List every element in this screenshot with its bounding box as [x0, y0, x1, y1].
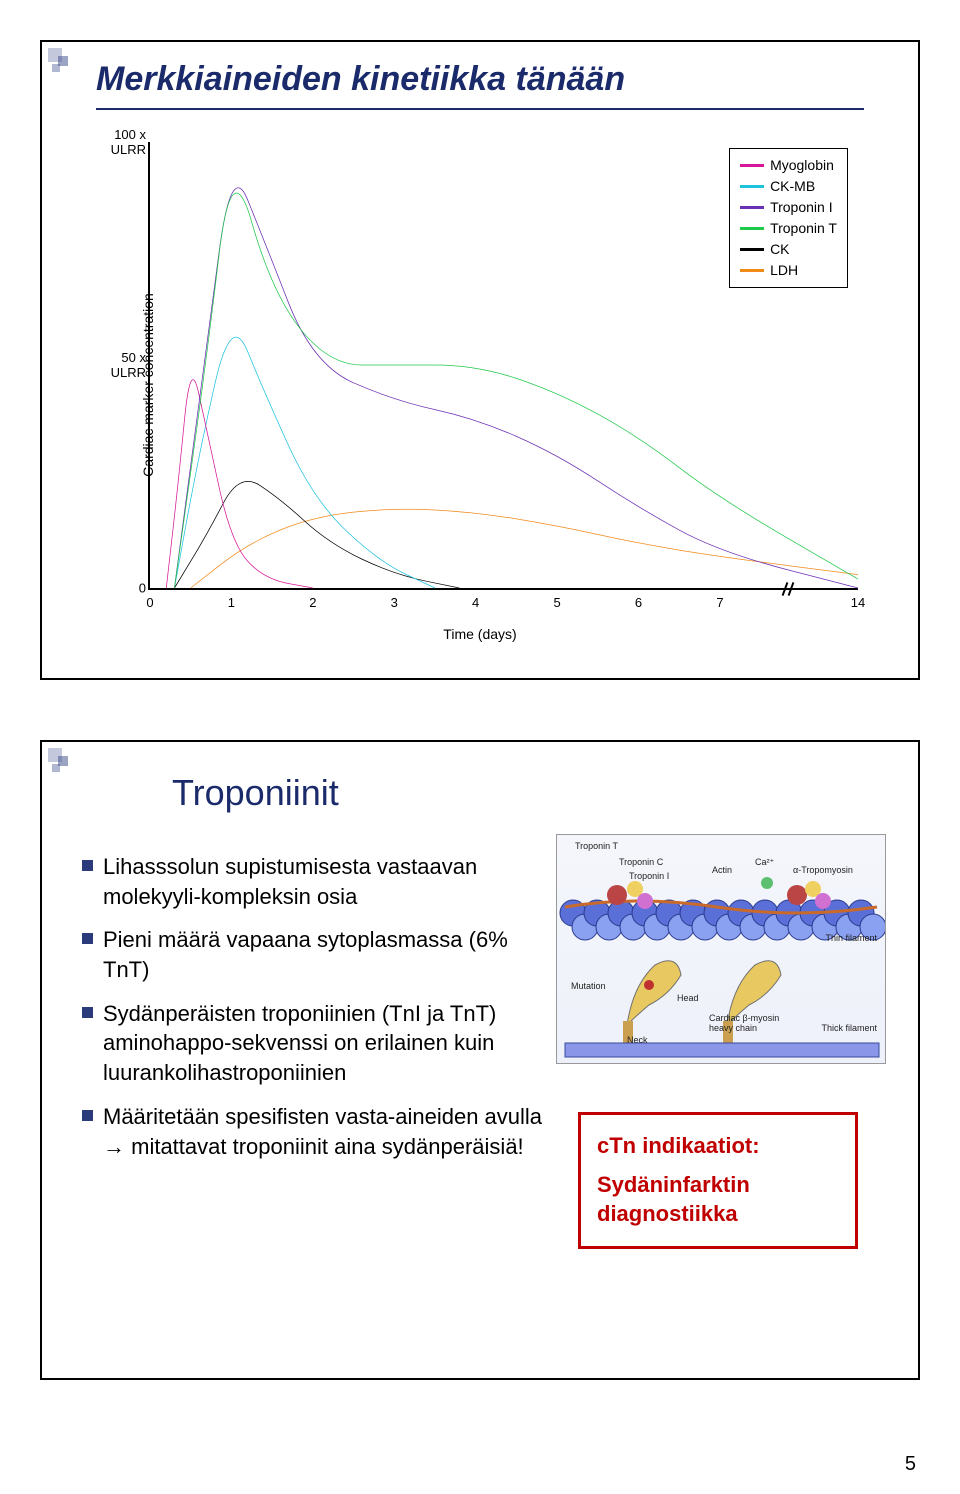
- series-ck: [174, 481, 459, 588]
- legend-label: Troponin T: [770, 218, 837, 239]
- troponin-i: [637, 893, 653, 909]
- bullet-list: Lihasssolun supistumisesta vastaavan mol…: [82, 852, 552, 1175]
- indication-callout: cTn indikaatiot: Sydäninfarktin diagnost…: [578, 1112, 858, 1249]
- bullet-item: Pieni määrä vapaana sytoplasmassa (6% Tn…: [82, 925, 552, 984]
- label-mutation: Mutation: [571, 981, 606, 991]
- legend-item: Myoglobin: [740, 155, 837, 176]
- troponin-diagram: Troponin T Troponin C Troponin I Actin C…: [556, 834, 886, 1064]
- legend-swatch: [740, 185, 764, 188]
- x-tick: 7: [716, 595, 723, 610]
- legend: MyoglobinCK-MBTroponin ITroponin TCKLDH: [729, 148, 848, 288]
- thick-filament: [565, 1043, 879, 1057]
- x-axis-label: Time (days): [443, 626, 516, 642]
- legend-label: LDH: [770, 260, 798, 281]
- axis-break: [782, 582, 796, 594]
- myosin-head: [627, 961, 681, 1025]
- x-tick: 5: [553, 595, 560, 610]
- kinetics-chart: Cardiac marker concentration MyoglobinCK…: [92, 132, 868, 638]
- bullet-marker: [82, 860, 93, 871]
- x-tick: 4: [472, 595, 479, 610]
- bullet-text: Sydänperäisten troponiinien (TnI ja TnT)…: [103, 999, 552, 1088]
- callout-line2: Sydäninfarktin diagnostiikka: [597, 1171, 839, 1228]
- bullet-marker: [82, 1007, 93, 1018]
- callout-line1: cTn indikaatiot:: [597, 1133, 839, 1159]
- label-thick: Thick filament: [821, 1023, 877, 1033]
- x-tick: 14: [851, 595, 865, 610]
- plot-area: MyoglobinCK-MBTroponin ITroponin TCKLDH …: [148, 142, 858, 590]
- title-rule: [96, 108, 864, 110]
- bullet-marker: [82, 933, 93, 944]
- label-tni: Troponin I: [629, 871, 669, 881]
- legend-label: Myoglobin: [770, 155, 834, 176]
- bullet-text: Pieni määrä vapaana sytoplasmassa (6% Tn…: [103, 925, 552, 984]
- legend-swatch: [740, 164, 764, 167]
- legend-item: LDH: [740, 260, 837, 281]
- calcium: [761, 877, 773, 889]
- legend-item: Troponin I: [740, 197, 837, 218]
- y-tick: 0: [98, 581, 146, 596]
- label-thin: Thin filament: [825, 933, 877, 943]
- legend-label: CK: [770, 239, 789, 260]
- troponin-t: [607, 885, 627, 905]
- label-tnt: Troponin T: [575, 841, 618, 851]
- label-myosin: Cardiac β-myosin heavy chain: [709, 1013, 789, 1033]
- corner-decoration: [48, 48, 88, 88]
- series-ldh: [191, 509, 858, 588]
- label-ca: Ca²⁺: [755, 857, 774, 868]
- label-head: Head: [677, 993, 699, 1003]
- bullet-text: Määritetään spesifisten vasta-aineiden a…: [103, 1102, 552, 1161]
- legend-item: Troponin T: [740, 218, 837, 239]
- slide2-title: Troponiinit: [172, 772, 339, 814]
- slide1-title: Merkkiaineiden kinetiikka tänään: [96, 60, 625, 99]
- legend-item: CK: [740, 239, 837, 260]
- x-tick: 0: [146, 595, 153, 610]
- label-tnc: Troponin C: [619, 857, 663, 867]
- legend-swatch: [740, 248, 764, 251]
- legend-swatch: [740, 269, 764, 272]
- corner-decoration: [48, 748, 88, 788]
- bullet-item: Määritetään spesifisten vasta-aineiden a…: [82, 1102, 552, 1161]
- legend-swatch: [740, 206, 764, 209]
- label-neck: Neck: [627, 1035, 648, 1045]
- label-actin: Actin: [712, 865, 732, 875]
- x-tick: 3: [391, 595, 398, 610]
- bullet-text: Lihasssolun supistumisesta vastaavan mol…: [103, 852, 552, 911]
- label-atrop: α-Tropomyosin: [793, 865, 853, 875]
- page-number: 5: [905, 1453, 916, 1476]
- bullet-marker: [82, 1110, 93, 1121]
- bullet-item: Sydänperäisten troponiinien (TnI ja TnT)…: [82, 999, 552, 1088]
- x-tick: 6: [635, 595, 642, 610]
- y-tick: 100 x ULRR: [98, 127, 146, 157]
- legend-label: Troponin I: [770, 197, 833, 218]
- slide-troponins: Troponiinit Lihasssolun supistumisesta v…: [40, 740, 920, 1380]
- y-tick: 50 x ULRR: [98, 350, 146, 380]
- slide-kinetics: Merkkiaineiden kinetiikka tänään Cardiac…: [40, 40, 920, 680]
- troponin-t: [787, 885, 807, 905]
- legend-swatch: [740, 227, 764, 230]
- x-tick: 2: [309, 595, 316, 610]
- x-tick: 1: [228, 595, 235, 610]
- legend-item: CK-MB: [740, 176, 837, 197]
- mutation-marker: [644, 980, 654, 990]
- troponin-i: [815, 893, 831, 909]
- bullet-item: Lihasssolun supistumisesta vastaavan mol…: [82, 852, 552, 911]
- legend-label: CK-MB: [770, 176, 815, 197]
